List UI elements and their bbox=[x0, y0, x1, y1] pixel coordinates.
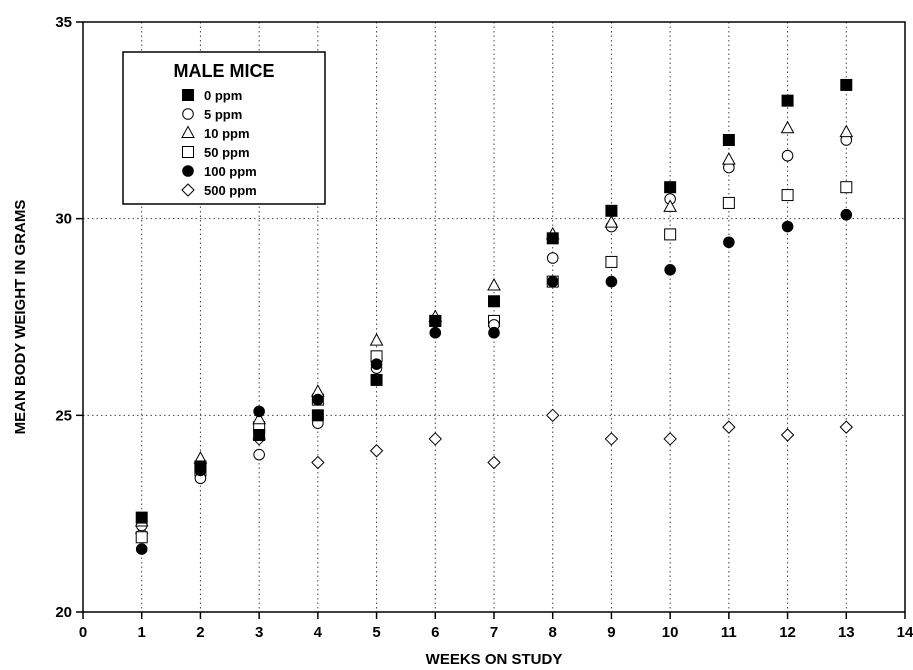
tick-marks bbox=[76, 21, 906, 619]
data-point bbox=[839, 124, 854, 138]
data-point bbox=[604, 432, 619, 446]
data-point bbox=[253, 405, 265, 418]
x-tick-label: 10 bbox=[662, 624, 679, 641]
x-tick-label: 4 bbox=[314, 624, 323, 641]
y-tick-label: 35 bbox=[55, 14, 72, 31]
data-point bbox=[781, 149, 794, 162]
data-point bbox=[722, 134, 735, 146]
data-point bbox=[194, 460, 207, 473]
data-point bbox=[605, 204, 618, 217]
series-500-ppm bbox=[135, 408, 853, 541]
data-point bbox=[546, 408, 560, 423]
x-tick-label: 8 bbox=[549, 624, 557, 641]
data-point bbox=[664, 264, 676, 276]
x-tick-label: 13 bbox=[838, 624, 855, 641]
legend-marker bbox=[182, 146, 194, 158]
data-point bbox=[781, 189, 794, 202]
data-point bbox=[781, 94, 794, 107]
x-tick-label: 11 bbox=[721, 624, 737, 641]
data-point bbox=[546, 275, 559, 288]
data-point bbox=[605, 255, 618, 268]
data-point bbox=[840, 78, 853, 91]
data-points bbox=[134, 78, 854, 555]
data-point bbox=[428, 432, 442, 446]
legend-items: 0 ppm 5 ppm 10 ppm 50 ppm 100 ppm 500 ppm bbox=[181, 88, 257, 198]
legend-label: 100 ppm bbox=[204, 164, 257, 179]
legend-label: 5 ppm bbox=[204, 107, 242, 122]
legend: MALE MICE 0 ppm 5 ppm 10 ppm 50 ppm 100 ppm 5… bbox=[122, 51, 326, 205]
data-point bbox=[839, 420, 853, 434]
data-point bbox=[369, 333, 384, 346]
data-point bbox=[370, 358, 383, 371]
y-axis-title: MEAN BODY WEIGHT IN GRAMS bbox=[12, 200, 29, 435]
data-point bbox=[135, 531, 148, 544]
legend-marker bbox=[181, 125, 195, 138]
series-0-ppm bbox=[135, 78, 853, 524]
data-point bbox=[604, 215, 619, 228]
data-point bbox=[663, 432, 677, 446]
x-axis-title: WEEKS ON STUDY bbox=[426, 651, 563, 668]
data-point bbox=[840, 181, 853, 194]
data-point bbox=[487, 455, 501, 470]
grid bbox=[83, 22, 905, 612]
data-point bbox=[780, 120, 795, 134]
legend-box bbox=[122, 51, 326, 205]
data-point bbox=[253, 429, 266, 441]
data-point bbox=[312, 393, 324, 406]
x-tick-label: 6 bbox=[431, 624, 439, 641]
data-point bbox=[311, 455, 325, 470]
series-50-ppm bbox=[135, 181, 853, 544]
legend-title: MALE MICE bbox=[174, 61, 275, 81]
data-point bbox=[723, 236, 735, 249]
x-tick-label: 9 bbox=[607, 624, 615, 641]
data-point bbox=[781, 220, 794, 233]
y-tick-label: 20 bbox=[55, 604, 72, 621]
x-tick-label: 3 bbox=[255, 624, 263, 641]
x-tick-label: 1 bbox=[138, 624, 146, 641]
legend-label: 0 ppm bbox=[204, 88, 242, 103]
legend-marker bbox=[182, 108, 194, 120]
y-tick-label: 25 bbox=[55, 407, 72, 424]
data-point bbox=[722, 420, 736, 434]
x-tick-label: 14 bbox=[897, 624, 913, 641]
series-100-ppm bbox=[135, 208, 853, 555]
x-tick-label: 0 bbox=[79, 624, 87, 641]
data-point bbox=[780, 428, 795, 442]
data-point bbox=[369, 444, 384, 458]
legend-marker bbox=[181, 183, 195, 197]
data-point bbox=[429, 326, 442, 339]
legend-marker bbox=[182, 165, 194, 177]
y-tick-label: 30 bbox=[55, 211, 72, 228]
x-tick-label: 5 bbox=[372, 624, 380, 641]
legend-label: 10 ppm bbox=[204, 126, 250, 141]
data-point bbox=[722, 196, 735, 209]
legend-label: 50 ppm bbox=[204, 145, 250, 160]
x-tick-label: 7 bbox=[490, 624, 498, 641]
data-point bbox=[488, 326, 500, 339]
data-point bbox=[429, 314, 442, 327]
data-point bbox=[370, 373, 383, 386]
data-point bbox=[252, 411, 266, 425]
data-point bbox=[664, 228, 677, 241]
data-point bbox=[722, 152, 736, 165]
x-tick-label: 12 bbox=[779, 624, 796, 641]
data-point bbox=[487, 277, 501, 291]
data-point bbox=[546, 252, 559, 264]
data-point bbox=[311, 409, 324, 422]
data-point bbox=[488, 295, 500, 308]
legend-marker bbox=[182, 89, 194, 101]
data-point bbox=[663, 199, 677, 212]
data-point bbox=[253, 448, 265, 461]
legend-label: 500 ppm bbox=[204, 183, 257, 198]
data-point bbox=[840, 208, 853, 221]
data-point bbox=[605, 275, 618, 288]
data-point bbox=[135, 543, 148, 555]
data-point bbox=[135, 511, 148, 524]
x-tick-label: 2 bbox=[196, 624, 204, 641]
data-point bbox=[546, 232, 559, 245]
data-point bbox=[664, 181, 677, 194]
